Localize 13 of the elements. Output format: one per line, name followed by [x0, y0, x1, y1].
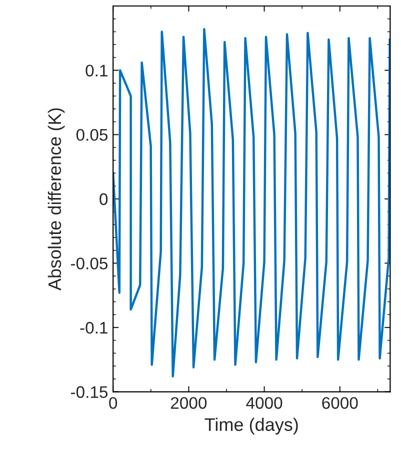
x-tick-label: 2000 [170, 397, 207, 409]
y-axis-title: Absolute difference (K) [48, 108, 65, 291]
x-axis-title: Time (days) [204, 418, 298, 435]
x-tick-label: 0 [109, 397, 118, 409]
y-tick-label: 0 [100, 193, 108, 206]
y-tick-label: -0.1 [80, 322, 108, 334]
y-tick-label: -0.05 [70, 258, 108, 270]
y-tick-label: 0.1 [86, 64, 108, 77]
y-tick-label: 0.05 [76, 128, 108, 141]
y-tick-label: -0.15 [70, 386, 108, 398]
line-series [113, 28, 390, 378]
x-tick-label: 6000 [322, 397, 358, 409]
x-tick-label: 4000 [246, 397, 282, 409]
